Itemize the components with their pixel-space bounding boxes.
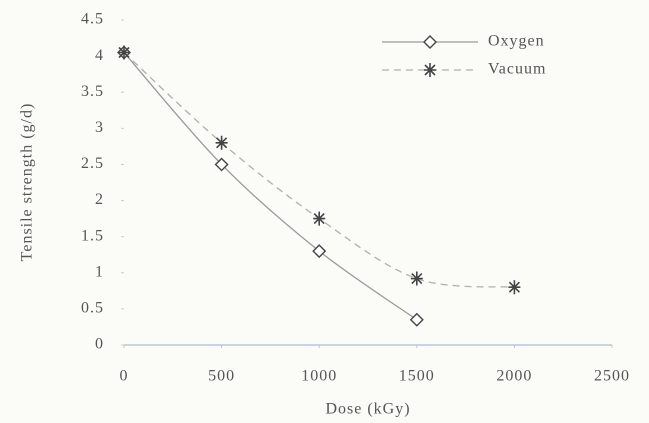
- x-tick-label: 1000: [301, 368, 337, 385]
- marker: [508, 280, 521, 295]
- y-tick-label: 3: [95, 119, 104, 136]
- y-tick-label: 2.5: [81, 155, 104, 172]
- y-tick-label: 4.5: [81, 11, 104, 28]
- legend-label: Oxygen: [488, 33, 545, 50]
- y-tick-label: 0.5: [81, 300, 104, 317]
- marker: [313, 211, 326, 226]
- x-tick-label: 2000: [496, 368, 532, 385]
- legend-label: Vacuum: [488, 61, 546, 78]
- marker: [409, 312, 424, 327]
- y-tick-label: 1.5: [81, 227, 104, 244]
- y-tick-label: 2: [95, 191, 104, 208]
- x-tick-label: 0: [120, 368, 129, 385]
- legend-marker: [424, 63, 436, 77]
- marker: [215, 135, 228, 150]
- x-tick-label: 2500: [594, 368, 630, 385]
- x-tick-label: 1500: [399, 368, 435, 385]
- y-axis-title: Tensile strength (g/d): [19, 103, 36, 262]
- y-tick-label: 0: [95, 336, 104, 353]
- y-tick-label: 3.5: [81, 83, 104, 100]
- marker: [214, 157, 229, 172]
- marker: [118, 45, 130, 60]
- marker: [410, 271, 423, 286]
- x-tick-label: 500: [208, 368, 235, 385]
- legend-marker: [423, 35, 437, 49]
- marker: [312, 244, 327, 259]
- series-line: [123, 52, 418, 321]
- y-tick-label: 4: [95, 47, 104, 64]
- y-tick-label: 1: [95, 263, 104, 280]
- x-axis-title: Dose (kGy): [325, 401, 410, 418]
